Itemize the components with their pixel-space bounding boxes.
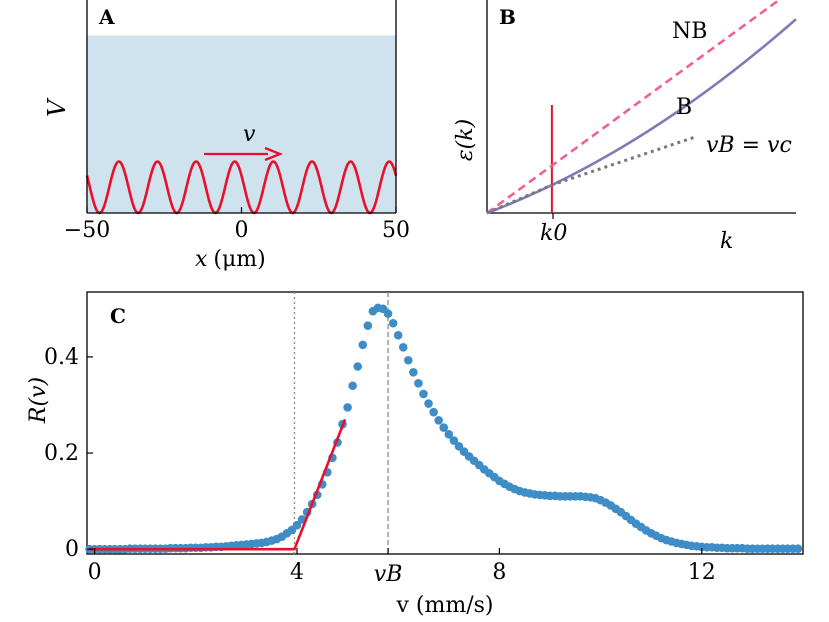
series-nb-line (486, 0, 780, 215)
panel-c: 0 4 8 12 vB 0 0.2 0.4 C R(v) v (mm/s) (26, 291, 804, 618)
nb-label: NB (672, 19, 707, 44)
data-point (439, 423, 449, 432)
panel-a-xlabel-var: x (195, 247, 208, 272)
data-point (404, 355, 413, 365)
potential-band (87, 35, 396, 213)
data-point (383, 309, 393, 318)
data-point (343, 403, 352, 412)
panel-c-xlabel: v (mm/s) (395, 593, 493, 618)
panel-a-xlabel-unit: (μm) (213, 247, 265, 272)
data-point (419, 389, 428, 399)
panel-c-label: C (110, 304, 126, 328)
data-points (85, 303, 803, 554)
panel-c-vb-tick-label: vB (374, 562, 403, 587)
data-point (388, 318, 398, 328)
panel-b-ylabel: ε(k) (453, 119, 478, 161)
data-point (398, 342, 408, 352)
panel-a-xtick-label: 50 (382, 218, 410, 243)
panel-a-xlabel: x (μm) (195, 247, 266, 272)
panel-c-ytick-label: 0.2 (44, 441, 79, 466)
k0-tick-label: k0 (540, 221, 567, 246)
data-point (429, 407, 438, 417)
panel-b-xlabel: k (720, 229, 733, 254)
panel-a-xtick-label: 0 (235, 218, 249, 243)
panel-c-ytick-label: 0 (65, 537, 79, 562)
data-point (449, 436, 459, 445)
velocity-arrowhead (264, 146, 284, 162)
vb-vc-label: vB = vc (706, 133, 792, 158)
panel-c-ylabel: R(v) (26, 377, 51, 424)
svg-text:x(μm): x (μm) (195, 247, 266, 272)
velocity-label: v (243, 122, 256, 147)
panel-a-xtick-label: −50 (64, 218, 110, 243)
panel-a-ylabel: V (43, 97, 71, 117)
panel-c-xtick-label: 4 (290, 560, 304, 585)
panel-a-label: A (98, 5, 115, 29)
series-vb-vc-line (486, 135, 695, 215)
data-point (444, 430, 454, 439)
panel-c-ytick-label: 0.4 (44, 345, 79, 370)
data-point (409, 367, 418, 377)
data-point (353, 362, 363, 371)
panel-a: −50 0 50 A V v x (μm) (43, 0, 410, 272)
panel-c-frame (86, 291, 804, 555)
panel-c-xtick-label: 8 (492, 560, 506, 585)
series-b-line (486, 18, 797, 215)
panel-b: B NB B vB = vc ε(k) k0 k (453, 0, 797, 254)
b-label: B (676, 95, 692, 120)
data-point (358, 340, 368, 350)
panel-c-xtick-label: 0 (88, 560, 102, 585)
data-point (424, 399, 433, 408)
data-point (393, 330, 403, 340)
data-point (348, 381, 357, 391)
data-point (793, 544, 803, 554)
linear-fit-line (89, 418, 347, 551)
data-point (434, 416, 443, 425)
data-point (292, 520, 302, 530)
panel-b-label: B (499, 5, 516, 29)
data-point (363, 321, 373, 330)
panel-c-xtick-label: 12 (688, 560, 716, 585)
data-point (414, 379, 423, 388)
